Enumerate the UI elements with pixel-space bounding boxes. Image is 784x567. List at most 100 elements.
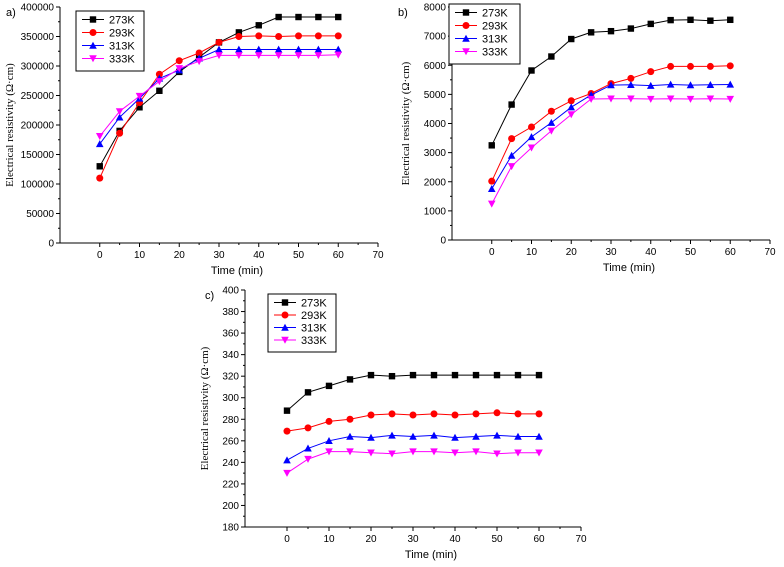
data-point-313K [325,437,333,445]
data-point-273K [275,13,282,21]
data-point-313K [607,81,615,89]
data-point-313K [215,45,223,53]
x-tick-label: 0 [97,250,103,261]
data-point-293K [627,74,635,82]
data-point-293K [346,415,354,423]
data-point-293K [304,424,312,432]
panel-label: c) [205,290,214,302]
data-point-333K [325,448,333,456]
data-point-333K [175,65,184,73]
y-tick-label: 5000 [424,90,447,101]
legend-label-333K: 333K [301,335,327,347]
y-axis-label: Electrical resistivity (Ω·cm) [4,63,16,187]
series-line-333K [491,98,731,205]
legend-label-293K: 293K [301,310,327,322]
data-point-293K [116,129,124,137]
data-point-313K [706,80,715,88]
data-point-273K [315,13,322,21]
data-point-293K [215,38,223,46]
data-point-313K [235,45,243,53]
data-point-293K [472,410,480,418]
legend-label-273K: 273K [109,15,135,27]
data-point-333K [547,127,556,135]
data-point-273K [707,17,714,24]
legend-label-273K: 273K [482,8,508,20]
x-tick-label: 40 [449,534,461,545]
data-point-273K [335,13,342,21]
data-point-273K [325,382,333,390]
y-tick-label: 250000 [21,91,55,102]
data-point-293K [567,97,575,105]
data-point-273K [96,163,103,170]
legend-box [448,3,521,65]
data-point-273K [493,371,501,379]
data-point-313K [314,45,323,53]
data-point-273K [472,371,480,379]
x-tick-label: 10 [134,250,146,261]
data-point-273K [667,16,674,24]
data-point-293K [409,411,417,419]
data-point-333K [567,111,576,119]
chart-panel-3: c) 180 200 220 240 260 280 300 320 340 360 380 400 0 1… [199,286,587,562]
data-point-293K [547,107,555,115]
data-point-273K [156,87,163,94]
data-point-333K [514,449,522,457]
y-tick-label: 360 [222,329,239,340]
data-point-313K [627,80,635,88]
x-tick-label: 10 [526,247,538,258]
data-point-293K [325,417,333,425]
data-point-293K [367,411,375,419]
y-tick-label: 1000 [424,206,447,217]
legend-marker-333K [281,336,289,344]
panel-label: a) [6,7,16,19]
y-tick-label: 400000 [21,3,55,14]
data-point-313K [294,45,303,53]
data-point-313K [527,133,536,141]
data-point-313K [115,113,124,121]
data-point-313K [666,80,675,88]
y-tick-label: 180 [222,523,239,534]
data-point-333K [409,448,417,456]
data-point-313K [283,456,291,464]
legend-label-313K: 313K [482,34,508,46]
data-point-293K [255,32,263,40]
y-tick-label: 8000 [424,3,447,14]
data-point-273K [430,371,438,379]
legend-marker-313K [89,41,97,49]
legend-label-333K: 333K [109,54,135,66]
data-point-333K [334,51,343,59]
data-point-333K [507,163,516,171]
data-point-313K [274,45,283,53]
legend-label-333K: 333K [482,47,508,59]
data-point-313K [646,81,655,89]
data-point-313K [472,432,480,440]
data-point-293K [493,409,501,417]
data-point-333K [195,58,203,66]
data-point-293K [155,70,163,78]
data-point-273K [568,35,575,43]
data-point-313K [535,432,543,440]
data-point-333K [215,52,223,60]
data-point-333K [535,449,543,457]
y-tick-label: 150000 [21,150,55,161]
y-tick-label: 400 [222,286,239,297]
y-tick-label: 260 [222,436,239,447]
data-point-333K [706,95,715,103]
data-point-293K [235,33,243,40]
data-point-313K [451,433,459,441]
data-point-293K [175,57,183,65]
data-point-313K [567,103,576,111]
x-tick-label: 40 [253,250,265,261]
data-point-333K [527,144,536,152]
x-axis-label: Time (min) [211,265,263,277]
data-point-333K [587,95,595,103]
data-point-313K [507,151,516,159]
y-tick-label: 3000 [424,148,447,159]
data-point-333K [283,469,291,477]
chart-panel-1: a) 0 50000 100000 150000 200000 250000 300000 35… [4,3,384,278]
y-tick-label: 350000 [21,32,55,43]
x-tick-label: 30 [605,247,617,258]
y-tick-label: 100000 [21,180,55,191]
data-point-273K [283,407,291,414]
